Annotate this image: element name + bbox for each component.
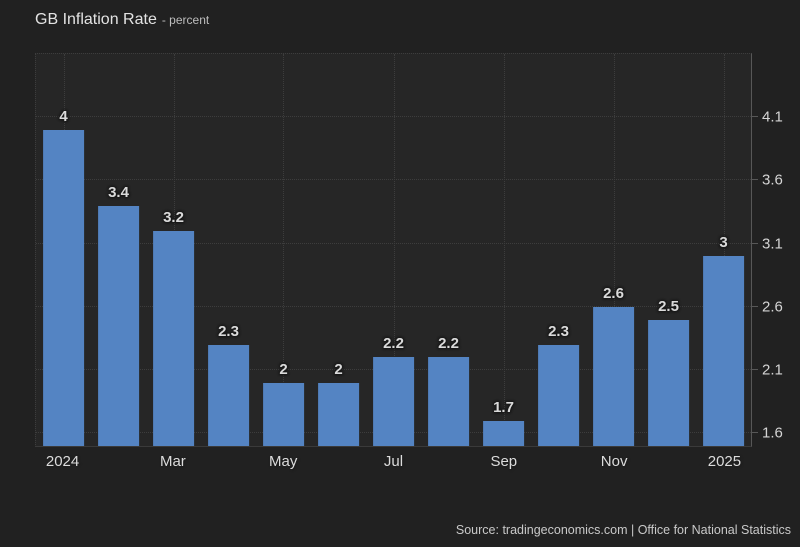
x-axis: 2024 Mar May Jul Sep Nov 2025: [35, 447, 752, 473]
y-tick-label: 1.6: [762, 424, 783, 442]
gridline-vertical: [613, 54, 615, 446]
bar-slot: 2.3: [531, 54, 586, 446]
x-tick-label: Jul: [383, 453, 404, 470]
gridline-vertical: [393, 54, 395, 446]
gridline-vertical: [283, 54, 285, 446]
y-axis-tick: [751, 369, 758, 371]
y-axis-tick: [751, 242, 758, 244]
bar-value-label: 2: [334, 360, 343, 378]
bar-value-label: 3.4: [108, 183, 129, 201]
gridline-vertical: [723, 54, 725, 446]
bar-slot: 1.7: [476, 54, 531, 446]
x-tick-label: 2025: [707, 453, 742, 470]
bar-value-label: 2.3: [218, 322, 239, 340]
bar[interactable]: [482, 420, 525, 446]
bar[interactable]: [592, 306, 635, 446]
x-tick-label: Sep: [490, 453, 518, 470]
bar[interactable]: [647, 319, 690, 446]
bar-slot: 2: [311, 54, 366, 446]
bar-slot: 3: [696, 54, 751, 446]
y-axis-tick: [751, 116, 758, 118]
x-tick-label: Mar: [159, 453, 186, 470]
gridline-vertical: [503, 54, 505, 446]
bar[interactable]: [152, 231, 195, 446]
bar[interactable]: [262, 382, 305, 446]
bar-slot: 2.2: [421, 54, 476, 446]
bar-value-label: 2.2: [383, 335, 404, 353]
y-tick-label: 4.1: [762, 108, 783, 126]
chart-title: GB Inflation Rate: [35, 11, 157, 28]
bar-value-label: 2.6: [603, 284, 624, 302]
x-tick-label: May: [269, 453, 298, 470]
bar[interactable]: [427, 357, 470, 446]
bar[interactable]: [372, 357, 415, 446]
chart-subtitle: - percent: [161, 13, 210, 27]
y-tick-label: 3.6: [762, 171, 783, 189]
bar-value-label: 4: [59, 107, 68, 125]
x-tick-label: Nov: [600, 453, 628, 470]
bar-value-label: 1.7: [493, 398, 514, 416]
bar-value-label: 2: [279, 360, 288, 378]
bar-value-label: 2.3: [548, 322, 569, 340]
bar[interactable]: [207, 344, 250, 446]
bar-slot: 2.3: [201, 54, 256, 446]
source-text: Source: tradingeconomics.com | Office fo…: [455, 523, 791, 537]
bars-container: 4 3.4 3.2 2.3 2 2 2.2 2.2 1.7 2.3 2.6 2.5 3: [36, 54, 751, 446]
bar-slot: 2.6: [586, 54, 641, 446]
bar-value-label: 2.5: [658, 297, 679, 315]
chart-header: GB Inflation Rate - percent: [35, 11, 209, 29]
bar[interactable]: [317, 382, 360, 446]
y-tick-label: 2.6: [762, 298, 783, 316]
bar[interactable]: [702, 256, 745, 446]
bar[interactable]: [97, 205, 140, 446]
bar-slot: 2.5: [641, 54, 696, 446]
plot-area[interactable]: 4.1 3.6 3.1 2.6 2.1 1.6 4 3.4 3.2 2.3 2 2 2.2 2.2 1.7 2…: [35, 53, 783, 447]
y-tick-label: 2.1: [762, 361, 783, 379]
bar-value-label: 3.2: [163, 209, 184, 227]
bar-value-label: 3: [719, 234, 728, 252]
bar-slot: 2.2: [366, 54, 421, 446]
bar-slot: 4: [36, 54, 91, 446]
y-axis-tick: [751, 432, 758, 434]
bar-slot: 3.2: [146, 54, 201, 446]
y-axis-tick: [751, 305, 758, 307]
bar-value-label: 2.2: [438, 335, 459, 353]
x-tick-label: 2024: [45, 453, 80, 470]
bar-slot: 3.4: [91, 54, 146, 446]
bar[interactable]: [42, 129, 85, 446]
bar[interactable]: [537, 344, 580, 446]
y-axis-tick: [751, 179, 758, 181]
y-tick-label: 3.1: [762, 235, 783, 253]
bar-slot: 2: [256, 54, 311, 446]
